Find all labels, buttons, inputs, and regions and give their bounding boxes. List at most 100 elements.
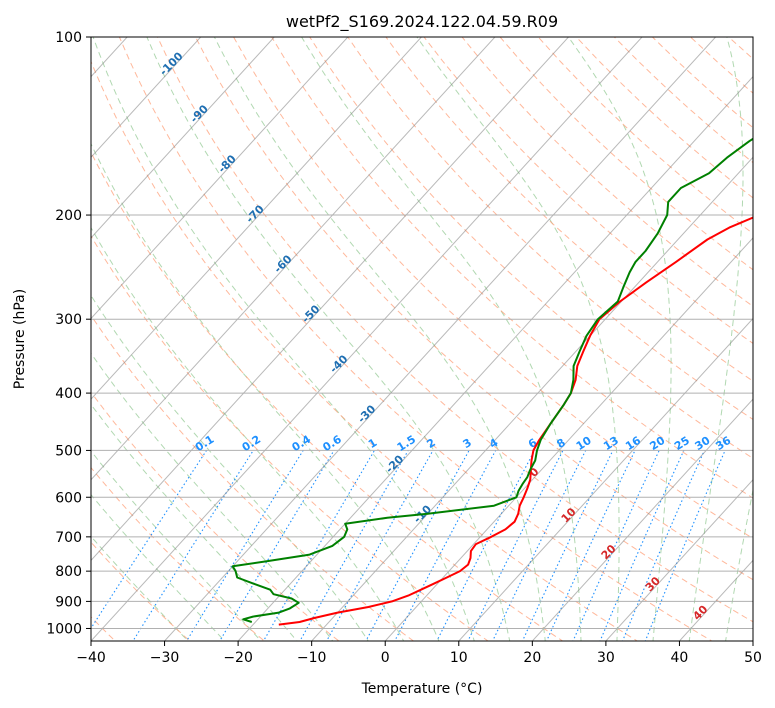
y-tick-label: 1000 bbox=[46, 621, 82, 637]
isobar-gridlines bbox=[91, 37, 753, 629]
mixing-ratio-line bbox=[132, 450, 254, 641]
isotherm-line bbox=[605, 479, 753, 641]
mixing-ratio-label: 4 bbox=[487, 436, 501, 451]
mixing-ratio-line bbox=[467, 450, 564, 641]
y-axis-ticks: 100 200 300 400 500 600 700 800 900 1000 bbox=[46, 30, 91, 637]
moist-adiabat-line bbox=[688, 37, 744, 641]
dry-adiabat-line bbox=[309, 37, 753, 459]
moist-adiabat-line bbox=[213, 37, 546, 641]
isotherm-line bbox=[91, 37, 643, 641]
moist-adiabat-line bbox=[301, 37, 582, 641]
y-tick-label: 100 bbox=[55, 30, 82, 46]
dry-adiabat-line bbox=[156, 37, 753, 623]
mixing-ratio-line bbox=[545, 450, 636, 641]
dry-adiabat-label: -20 bbox=[383, 452, 406, 475]
y-tick-label: 500 bbox=[55, 443, 82, 459]
dry-adiabat-line bbox=[91, 541, 191, 641]
dry-adiabat-line bbox=[91, 466, 266, 641]
dry-adiabat-line bbox=[91, 151, 564, 641]
moist-adiabat-line bbox=[92, 37, 475, 641]
mixing-ratio-line bbox=[436, 450, 535, 641]
y-tick-label: 400 bbox=[55, 386, 82, 402]
y-tick-label: 800 bbox=[55, 564, 82, 580]
dry-adiabats bbox=[91, 10, 775, 653]
isotherm-line bbox=[163, 37, 717, 641]
dry-adiabat-line bbox=[91, 234, 489, 641]
dry-adiabat-line bbox=[727, 37, 753, 60]
isotherm-line bbox=[310, 156, 753, 641]
x-tick-label: 30 bbox=[597, 650, 615, 666]
mixing-ratio-label: 3 bbox=[461, 436, 474, 451]
mixing-ratio-label: 1 bbox=[366, 436, 379, 451]
dry-adiabat-line bbox=[271, 37, 753, 499]
temperature-profile-line bbox=[278, 216, 753, 626]
x-axis-label: Temperature (°C) bbox=[361, 681, 483, 697]
moist-adiabat-line bbox=[567, 37, 672, 641]
dry-adiabat-line bbox=[91, 60, 639, 641]
skewed-isotherms bbox=[0, 10, 753, 653]
y-tick-label: 200 bbox=[55, 208, 82, 224]
moist-adiabat-label: 20 bbox=[599, 542, 619, 562]
profile-series bbox=[231, 137, 753, 626]
isotherm-line bbox=[91, 37, 570, 562]
mixing-ratio-line bbox=[644, 450, 726, 641]
dry-adiabat-label: -100 bbox=[157, 49, 186, 78]
x-tick-label: 20 bbox=[523, 650, 541, 666]
y-tick-label: 700 bbox=[55, 530, 82, 546]
y-tick-label: 900 bbox=[55, 594, 82, 610]
dry-adiabat-label: -70 bbox=[243, 202, 266, 225]
moist-adiabat-line bbox=[91, 142, 440, 641]
chart-title: wetPf2_S169.2024.122.04.59.R09 bbox=[286, 12, 558, 32]
dry-adiabat-line bbox=[347, 37, 753, 421]
moist-adiabat-line bbox=[91, 450, 262, 641]
x-tick-label: −40 bbox=[76, 650, 106, 666]
dry-adiabat-label: -90 bbox=[188, 102, 211, 125]
isotherm-line bbox=[384, 237, 753, 641]
plot-frame bbox=[90, 36, 754, 642]
moist-adiabat-line bbox=[91, 403, 298, 641]
isotherm-line bbox=[678, 559, 753, 641]
moist-adiabat-line bbox=[91, 294, 369, 641]
y-axis-label: Pressure (hPa) bbox=[12, 289, 28, 389]
moist-adiabat-label: 30 bbox=[643, 574, 663, 594]
moist-adiabat-line bbox=[416, 37, 620, 641]
moist-adiabat-line bbox=[146, 37, 511, 641]
isotherm-line bbox=[0, 10, 5, 653]
mixing-ratio-label: 2 bbox=[424, 436, 437, 451]
y-tick-label: 300 bbox=[55, 312, 82, 328]
x-axis-ticks: −40 −30 −20 −10 0 10 20 30 40 50 bbox=[76, 641, 762, 666]
dry-adiabat-line bbox=[118, 37, 713, 641]
isotherm-line bbox=[458, 317, 753, 641]
mixing-ratio-label: 1.5 bbox=[395, 433, 418, 454]
dry-adiabat-line bbox=[737, 10, 775, 653]
moist-adiabat-line bbox=[725, 487, 753, 641]
dry-adiabat-line bbox=[91, 314, 415, 641]
isotherm-line bbox=[91, 37, 423, 400]
x-tick-label: 0 bbox=[381, 650, 390, 666]
x-tick-label: −10 bbox=[297, 650, 327, 666]
isotherm-line bbox=[91, 37, 275, 239]
dry-adiabat-label: -80 bbox=[216, 152, 239, 175]
isotherm-line bbox=[531, 398, 753, 641]
dry-adiabat-line bbox=[194, 37, 753, 581]
dry-adiabat-line bbox=[385, 37, 753, 382]
y-tick-label: 600 bbox=[55, 490, 82, 506]
mixing-ratio-line bbox=[394, 450, 497, 641]
dry-adiabat-label: -60 bbox=[271, 252, 294, 275]
isotherm-line bbox=[237, 75, 753, 641]
moist-adiabat-line bbox=[760, 10, 775, 653]
moist-adiabat-line bbox=[91, 352, 334, 641]
x-tick-label: −30 bbox=[150, 650, 180, 666]
moist-adiabat-line bbox=[91, 535, 189, 641]
mixing-ratio-line bbox=[91, 450, 207, 630]
x-tick-label: 10 bbox=[450, 650, 468, 666]
moist-adiabat-label: 40 bbox=[690, 603, 710, 623]
mixing-ratio-label: 0.2 bbox=[240, 433, 263, 454]
dry-adiabat-line bbox=[613, 37, 753, 164]
plot-area: 0.1 0.2 0.4 0.6 1 1.5 2 3 4 6 8 10 13 16 20 25 30 36-100-… bbox=[0, 10, 775, 653]
dewpoint-profile-line bbox=[231, 137, 753, 623]
isotherm-line bbox=[91, 37, 202, 159]
isotherm-line bbox=[91, 37, 349, 320]
x-tick-label: −20 bbox=[223, 650, 253, 666]
